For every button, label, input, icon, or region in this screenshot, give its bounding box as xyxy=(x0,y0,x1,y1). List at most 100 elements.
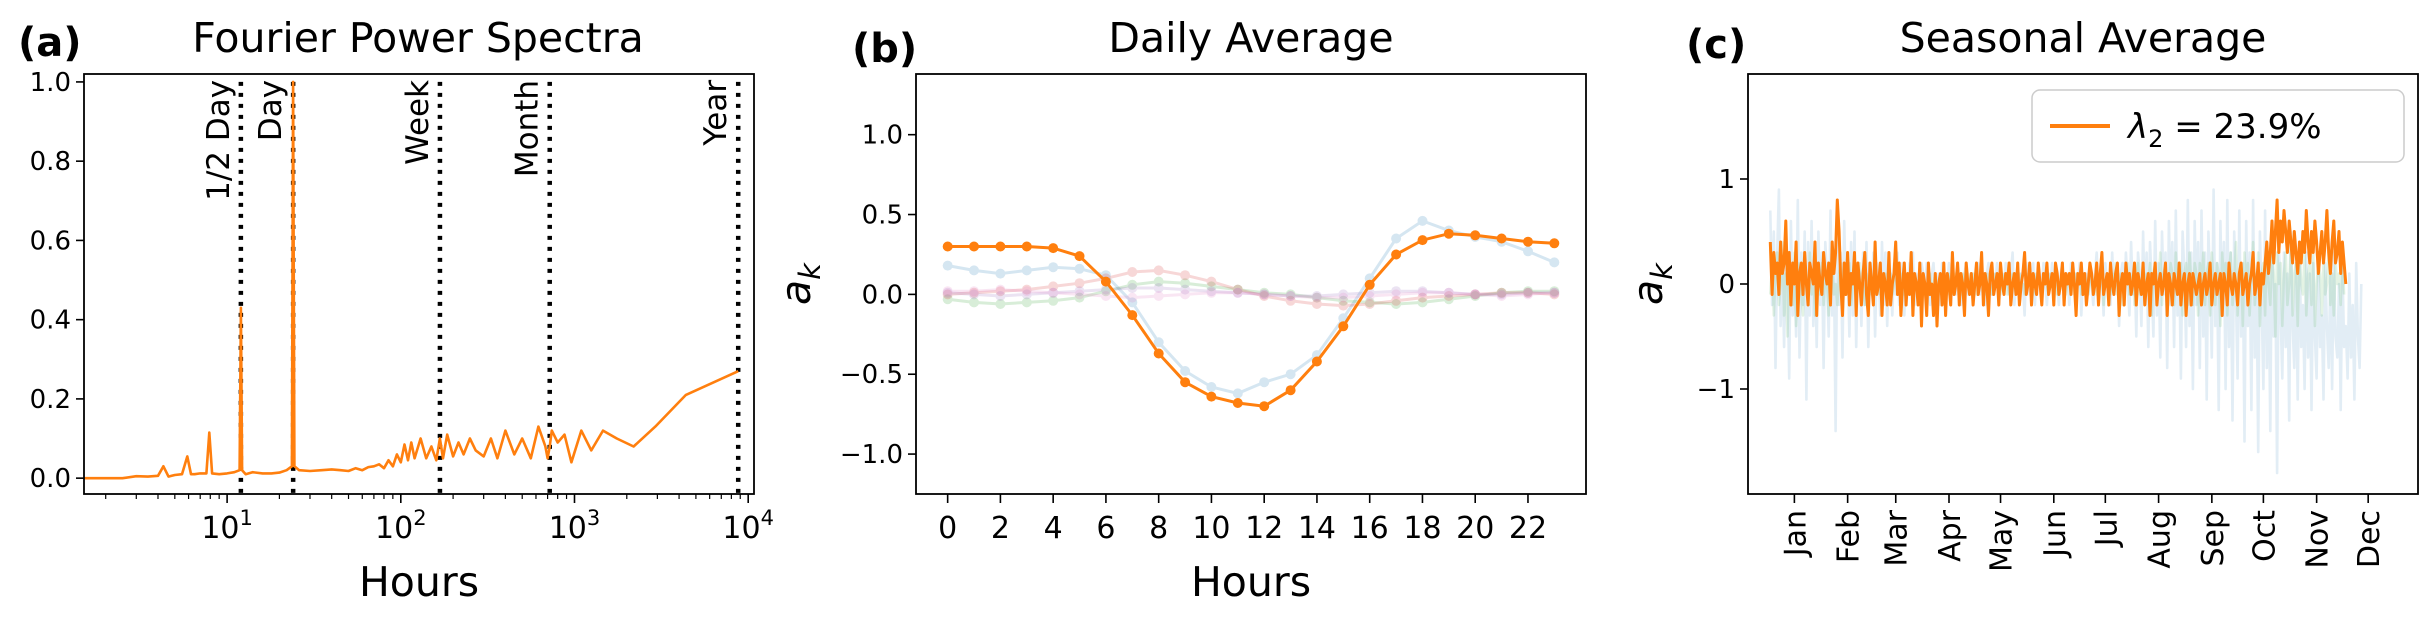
daily-point xyxy=(1048,287,1059,298)
daily-point xyxy=(1180,377,1191,388)
y-tick-label: 1 xyxy=(1718,165,1735,195)
daily-line xyxy=(947,268,1555,308)
x-tick-label: 2 xyxy=(991,511,1010,546)
daily-point xyxy=(1470,230,1481,241)
daily-point xyxy=(1417,286,1428,297)
month-tick-label: Mar xyxy=(1880,509,1915,566)
daily-point xyxy=(1232,287,1243,298)
period-marker-label: 1/2 Day xyxy=(201,80,237,201)
daily-point xyxy=(1048,287,1059,298)
panel-b-ticks: −1.0 −0.5 0.0 0.5 1.0 0 2 4 6 8 10 12 14 16 18 20 22 xyxy=(840,121,1547,546)
daily-point xyxy=(1074,263,1085,274)
daily-point xyxy=(995,241,1006,252)
daily-point xyxy=(1496,291,1507,301)
daily-point xyxy=(1021,286,1032,297)
daily-point xyxy=(1074,292,1085,303)
daily-point xyxy=(1443,287,1454,298)
daily-point xyxy=(1074,278,1085,289)
daily-point xyxy=(1206,391,1217,402)
daily-point xyxy=(1074,286,1085,297)
y-tick-label: 1.0 xyxy=(30,68,71,98)
panel-label-b: (b) xyxy=(852,26,917,72)
daily-point xyxy=(1259,401,1270,412)
daily-point xyxy=(1206,276,1217,287)
daily-line xyxy=(947,280,1555,306)
daily-point xyxy=(1180,289,1191,300)
y-tick-label: 0.0 xyxy=(30,464,71,494)
daily-point xyxy=(1496,287,1507,298)
x-tick-label: 22 xyxy=(1509,511,1547,546)
daily-point xyxy=(1470,291,1481,301)
daily-point xyxy=(1232,398,1243,408)
x-tick-label: 0 xyxy=(938,511,957,546)
daily-point xyxy=(1443,287,1454,298)
legend-value: = 23.9% xyxy=(2163,107,2321,147)
panel-c-title: Seasonal Average xyxy=(1900,14,2267,62)
daily-point xyxy=(1523,289,1533,300)
daily-point xyxy=(942,289,953,300)
daily-point xyxy=(1021,284,1032,295)
daily-point xyxy=(1048,262,1059,273)
daily-point xyxy=(969,287,979,298)
x-tick-label: 4 xyxy=(1044,511,1063,546)
daily-point xyxy=(1311,291,1322,301)
daily-point xyxy=(1180,270,1191,281)
daily-point xyxy=(1285,295,1296,306)
month-tick-label: Dec xyxy=(2352,510,2387,568)
daily-point xyxy=(969,289,979,300)
panel-c-y-axis-subscript: k xyxy=(1645,262,1679,280)
month-tick-label: Oct xyxy=(2247,510,2282,562)
x-tick-label: 104 xyxy=(722,506,774,546)
x-tick-label: 20 xyxy=(1456,511,1494,546)
daily-point xyxy=(1021,241,1032,252)
daily-point xyxy=(1127,292,1138,303)
period-marker-label: Month xyxy=(510,80,546,177)
y-tick-label: 0.6 xyxy=(30,226,71,256)
daily-point xyxy=(1048,295,1059,306)
panel-b-axes-frame xyxy=(915,73,1587,495)
daily-point xyxy=(1417,235,1428,246)
daily-point xyxy=(1417,292,1428,303)
daily-point xyxy=(995,268,1006,279)
panel-a-period-markers: 1/2 Day Day Week Month Year xyxy=(201,80,741,494)
spectrum-line xyxy=(84,80,739,480)
daily-point xyxy=(1153,348,1164,359)
daily-point xyxy=(1100,291,1111,301)
month-tick-label: May xyxy=(1985,510,2020,572)
daily-series-faded xyxy=(942,265,1560,311)
daily-point xyxy=(969,297,979,308)
daily-point xyxy=(1311,299,1322,309)
x-tick-label: 6 xyxy=(1096,511,1115,546)
daily-point xyxy=(1338,300,1349,311)
daily-point xyxy=(1391,286,1402,297)
daily-point xyxy=(969,265,979,276)
daily-point xyxy=(1153,265,1164,276)
y-tick-label: −1 xyxy=(1697,375,1735,405)
daily-point xyxy=(1338,292,1349,303)
daily-point xyxy=(1153,283,1164,293)
daily-series-faded xyxy=(942,284,1560,303)
daily-point xyxy=(1549,238,1560,249)
daily-point xyxy=(1417,215,1428,226)
daily-point xyxy=(1364,291,1375,301)
month-tick-label: Jan xyxy=(1778,510,1813,558)
daily-point xyxy=(1338,289,1349,300)
daily-point xyxy=(1259,377,1270,388)
x-tick-label: 103 xyxy=(549,506,601,546)
panel-c-y-axis-label: ak xyxy=(1624,262,1679,305)
daily-point xyxy=(995,286,1006,297)
panel-a-axes-frame xyxy=(83,73,755,495)
panel-b-y-axis-symbol: a xyxy=(772,280,820,305)
month-tick-label: Feb xyxy=(1832,510,1867,563)
y-tick-label: 1.0 xyxy=(862,121,903,151)
daily-point xyxy=(1443,228,1454,239)
daily-point xyxy=(1338,295,1349,306)
x-tick-label: 18 xyxy=(1403,511,1441,546)
panel-b-y-axis-label: ak xyxy=(772,262,827,305)
daily-point xyxy=(1391,233,1402,244)
y-tick-label: −1.0 xyxy=(840,440,903,470)
daily-point xyxy=(1048,281,1059,292)
daily-point xyxy=(1391,295,1402,306)
daily-point xyxy=(1232,287,1243,298)
